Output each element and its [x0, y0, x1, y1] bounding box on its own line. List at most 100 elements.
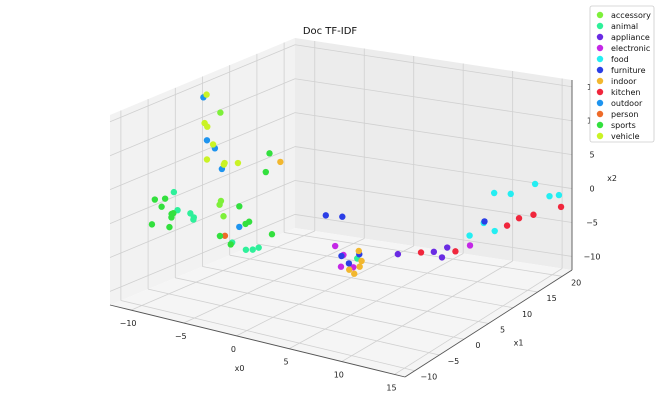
grid-line-y-floor: [229, 254, 514, 309]
grid-line-z-back: [294, 112, 573, 156]
legend-label-sports: sports: [611, 121, 636, 130]
grid-lines: [109, 41, 573, 375]
point-food: [546, 192, 553, 200]
z-axis-label: x2: [607, 174, 617, 183]
point-kitchen: [515, 215, 523, 222]
z-tick-label: −5: [586, 219, 598, 228]
legend-label-indoor: indoor: [611, 77, 637, 86]
legend-label-outdoor: outdoor: [611, 99, 643, 108]
point-vehicle: [234, 159, 242, 167]
point-sports: [158, 203, 165, 210]
point-indoor: [277, 158, 284, 166]
point-accessory: [220, 213, 227, 220]
grid-line-z-left: [109, 44, 296, 123]
point-furniture: [345, 260, 353, 267]
grid-line-y-floor: [202, 266, 489, 324]
legend-marker-food: [596, 55, 604, 63]
grid-line-y-floor: [120, 300, 415, 372]
point-sports: [161, 195, 169, 202]
x-tick-label: −10: [120, 319, 137, 328]
legend-marker-kitchen: [596, 88, 604, 96]
grid-line-z-back: [294, 214, 573, 257]
grid-line-z-back: [294, 78, 573, 122]
legend-label-animal: animal: [611, 22, 638, 31]
chart-title: Doc TF-IDF: [303, 26, 358, 37]
point-kitchen: [417, 249, 425, 256]
legend-label-vehicle: vehicle: [611, 132, 640, 141]
y-tick-label: 10: [522, 310, 532, 319]
y-tick-label: 0: [475, 341, 480, 350]
grid-line-z-left: [109, 112, 296, 191]
legend-marker-electronic: [596, 44, 604, 52]
point-sports: [266, 150, 273, 157]
point-electronic: [466, 242, 474, 249]
axis-lines: [109, 80, 573, 378]
z-tick-label: −10: [584, 252, 601, 261]
grid-line-y-floor: [175, 277, 465, 340]
grid-line-z-left: [109, 214, 296, 292]
x-tick-label: −5: [175, 332, 187, 341]
grid-line-z-back: [294, 44, 573, 88]
legend-label-electronic: electronic: [611, 44, 650, 53]
point-indoor: [346, 266, 353, 273]
legend-label-furniture: furniture: [611, 66, 646, 75]
legend: accessory animal appliance electronic food fu…: [589, 5, 655, 143]
point-food: [490, 189, 498, 197]
point-sports: [170, 210, 177, 217]
y-axis-line: [404, 269, 573, 378]
point-person: [221, 232, 229, 239]
point-appliance: [430, 248, 438, 256]
point-sports: [268, 231, 276, 238]
point-sports: [262, 168, 269, 176]
point-kitchen: [503, 222, 511, 229]
legend-label-kitchen: kitchen: [611, 88, 640, 97]
grid-line-z-back: [294, 180, 573, 223]
scatter-points: [148, 91, 565, 277]
point-sports: [216, 232, 224, 240]
legend-box: [589, 5, 655, 143]
legend-marker-sports: [596, 121, 604, 129]
point-electronic: [331, 242, 339, 250]
grid-line-z-left: [109, 78, 296, 157]
floor-pane: [110, 228, 572, 377]
legend-marker-vehicle: [596, 132, 604, 140]
point-food: [531, 180, 539, 188]
x-tick-label: 0: [231, 345, 236, 354]
point-indoor: [356, 263, 363, 270]
x-tick-label: 15: [386, 383, 396, 392]
y-tick-label: 15: [547, 294, 557, 303]
legend-marker-furniture: [596, 66, 604, 74]
point-food: [466, 232, 473, 239]
point-kitchen: [557, 203, 565, 211]
point-animal: [170, 188, 178, 196]
point-appliance: [438, 254, 446, 261]
point-animal: [249, 246, 256, 253]
legend-marker-appliance: [596, 33, 604, 41]
y-axis-label: x1: [514, 339, 524, 348]
grid-line-z-left: [109, 180, 296, 258]
legend-label-food: food: [611, 55, 629, 64]
legend-marker-indoor: [596, 77, 604, 85]
point-furniture: [338, 252, 345, 260]
y-tick-label: 5: [500, 326, 505, 335]
point-kitchen: [530, 211, 537, 218]
point-sports: [227, 241, 234, 248]
point-animal: [187, 210, 194, 217]
point-appliance: [444, 244, 451, 251]
point-accessory: [217, 109, 224, 116]
point-vehicle: [209, 141, 217, 148]
legend-label-person: person: [611, 110, 638, 119]
point-food: [491, 227, 498, 235]
point-animal: [242, 246, 250, 253]
y-tick-label: −5: [447, 357, 459, 366]
x-tick-label: 10: [334, 371, 344, 380]
point-vehicle: [204, 123, 211, 130]
point-accessory: [216, 201, 223, 208]
y-tick-label: −10: [420, 373, 437, 382]
grid-line-z-back: [294, 146, 573, 189]
point-furniture: [322, 212, 330, 219]
point-electronic: [337, 263, 345, 270]
legend-marker-accessory: [596, 11, 604, 19]
point-sports: [166, 223, 173, 231]
point-appliance: [394, 250, 402, 258]
